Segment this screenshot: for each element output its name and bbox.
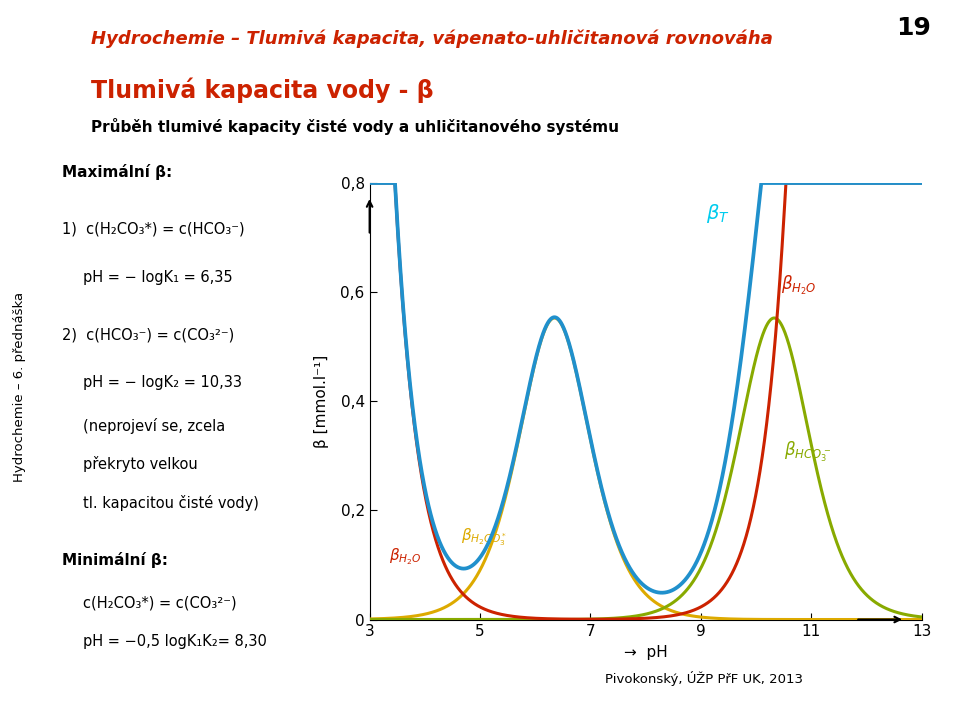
Text: $\beta_{H_2O}$: $\beta_{H_2O}$ <box>389 546 421 567</box>
Y-axis label: β [mmol.l⁻¹]: β [mmol.l⁻¹] <box>314 355 329 448</box>
Text: $\beta_{H_2CO_3^*}$: $\beta_{H_2CO_3^*}$ <box>461 527 507 548</box>
Text: $\beta_{H_2O}$: $\beta_{H_2O}$ <box>780 273 816 296</box>
Text: Maximální β:: Maximální β: <box>62 165 173 180</box>
Text: pH = −0,5 logK₁K₂= 8,30: pH = −0,5 logK₁K₂= 8,30 <box>83 634 267 648</box>
Text: Tlumivá kapacita vody - β: Tlumivá kapacita vody - β <box>91 77 434 103</box>
Text: tl. kapacitou čisté vody): tl. kapacitou čisté vody) <box>83 495 258 511</box>
Text: Průběh tlumivé kapacity čisté vody a uhličitanového systému: Průběh tlumivé kapacity čisté vody a uhl… <box>91 118 619 135</box>
Text: (neprojeví se, zcela: (neprojeví se, zcela <box>83 418 225 434</box>
Text: překryto velkou: překryto velkou <box>83 456 198 472</box>
Text: $\beta_{HCO_3^-}$: $\beta_{HCO_3^-}$ <box>783 440 830 465</box>
Text: 2)  c(HCO₃⁻) = c(CO₃²⁻): 2) c(HCO₃⁻) = c(CO₃²⁻) <box>62 327 234 342</box>
Text: pH = − logK₂ = 10,33: pH = − logK₂ = 10,33 <box>83 375 242 390</box>
X-axis label: →  pH: → pH <box>624 645 667 660</box>
Text: c(H₂CO₃*) = c(CO₃²⁻): c(H₂CO₃*) = c(CO₃²⁻) <box>83 596 236 610</box>
Text: 19: 19 <box>897 16 931 40</box>
Text: 1)  c(H₂CO₃*) = c(HCO₃⁻): 1) c(H₂CO₃*) = c(HCO₃⁻) <box>62 222 245 237</box>
Text: Minimální β:: Minimální β: <box>62 552 168 568</box>
Text: $\beta_T$: $\beta_T$ <box>707 201 730 225</box>
Text: Hydrochemie – Tlumivá kapacita, vápenato-uhličitanová rovnováha: Hydrochemie – Tlumivá kapacita, vápenato… <box>91 30 773 48</box>
Text: Hydrochemie – 6. přednáška: Hydrochemie – 6. přednáška <box>12 292 26 482</box>
Text: Pivokonský, ÚŽP PřF UK, 2013: Pivokonský, ÚŽP PřF UK, 2013 <box>605 672 803 686</box>
Text: pH = − logK₁ = 6,35: pH = − logK₁ = 6,35 <box>83 270 232 285</box>
